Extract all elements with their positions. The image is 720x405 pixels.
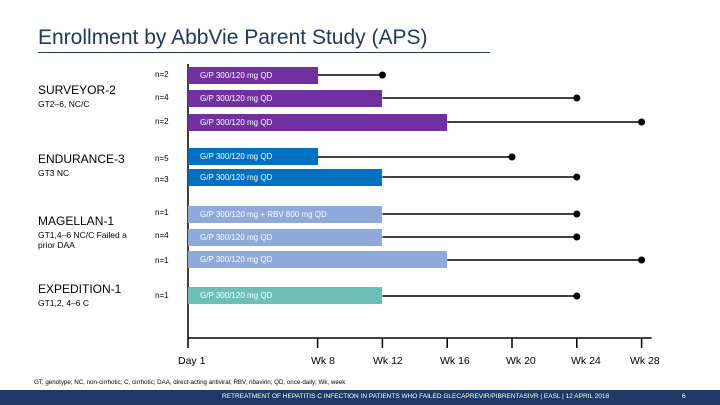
treatment-bar: G/P 300/120 mg QD [188, 229, 383, 246]
week-label: Wk 20 [506, 355, 536, 367]
followup-end-dot [508, 153, 516, 161]
n-label: n=4 [155, 93, 169, 102]
study-name: SURVEYOR-2 [38, 83, 116, 97]
study-population: GT1,2, 4–6 C [38, 298, 90, 308]
treatment-bar: G/P 300/120 mg QD [188, 148, 318, 165]
footer-banner-text: RETREATMENT OF HEPATITIS C INFECTION IN … [222, 393, 610, 400]
followup-end-dot [573, 173, 581, 181]
treatment-bar: G/P 300/120 mg + RBV 800 mg QD [188, 206, 383, 223]
abbreviations-footnote: GT, genotype; NC, non-cirrhotic; C, cirr… [34, 379, 346, 386]
week-label: Wk 28 [630, 355, 660, 367]
study-population: GT1,4–6 NC/C Failed a prior DAA [38, 230, 127, 250]
n-label: n=4 [155, 231, 169, 240]
n-label: n=1 [155, 208, 169, 217]
footer-banner [0, 390, 720, 405]
title-underline [38, 52, 490, 53]
study-population: GT3 NC [38, 168, 70, 178]
study-name: MAGELLAN-1 [38, 214, 115, 228]
study-magellan-1: MAGELLAN-1 GT1,4–6 NC/C Failed a prior D… [38, 214, 128, 250]
followup-end-dot [378, 71, 386, 79]
week-label: Wk 24 [571, 355, 601, 367]
treatment-bar: G/P 300/120 mg QD [188, 114, 448, 131]
n-label: n=1 [155, 256, 169, 265]
week-label: Day 1 [178, 355, 206, 367]
followup-end-dot [573, 292, 581, 300]
followup-end-dot [573, 210, 581, 218]
week-label: Wk 16 [440, 355, 470, 367]
treatment-bar: G/P 300/120 mg QD [188, 169, 383, 186]
n-label: n=5 [155, 154, 169, 163]
followup-end-dot [638, 256, 646, 264]
n-label: n=2 [155, 70, 169, 79]
treatment-bar: G/P 300/120 mg QD [188, 67, 318, 84]
followup-end-dot [573, 233, 581, 241]
treatment-bar: G/P 300/120 mg QD [188, 90, 383, 107]
followup-end-dot [638, 118, 646, 126]
study-endurance-3: ENDURANCE-3 GT3 NC [38, 152, 125, 178]
study-name: EXPEDITION-1 [38, 282, 122, 296]
study-population: GT2–6, NC/C [38, 99, 90, 109]
week-label: Wk 12 [373, 355, 403, 367]
study-surveyor-2: SURVEYOR-2 GT2–6, NC/C [38, 83, 116, 109]
week-label: Wk 8 [311, 355, 335, 367]
n-label: n=2 [155, 117, 169, 126]
page-title: Enrollment by AbbVie Parent Study (APS) [38, 26, 428, 49]
treatment-bar: G/P 300/120 mg QD [188, 251, 448, 268]
n-label: n=1 [155, 291, 169, 300]
n-label: n=3 [155, 175, 169, 184]
followup-end-dot [573, 94, 581, 102]
treatment-bar: G/P 300/120 mg QD [188, 287, 383, 304]
study-name: ENDURANCE-3 [38, 152, 125, 166]
page-number: 6 [682, 393, 686, 400]
study-expedition-1: EXPEDITION-1 GT1,2, 4–6 C [38, 282, 121, 308]
